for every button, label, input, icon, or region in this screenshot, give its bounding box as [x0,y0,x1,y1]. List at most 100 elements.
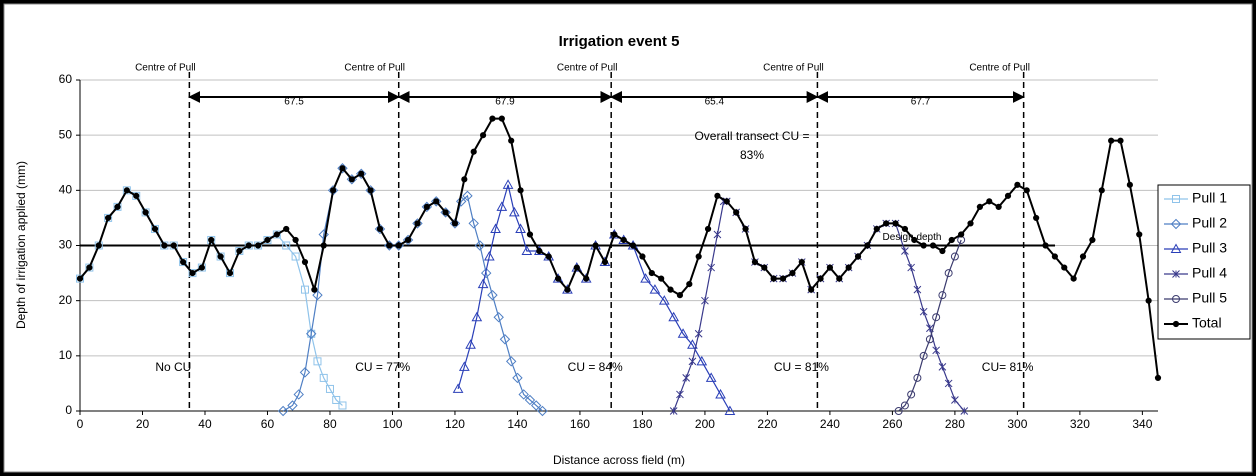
data-point [944,269,953,278]
data-point [452,383,464,393]
centre-label: Centre of Pull [969,63,1030,74]
data-point [901,247,909,255]
data-point [468,218,479,229]
legend-marker [1172,270,1180,278]
chart-frame [3,3,1253,473]
data-point [564,286,571,293]
data-point [779,275,787,282]
series-line [898,239,962,412]
data-point [573,264,580,271]
centre-label: Centre of Pull [135,63,196,74]
data-point [282,241,291,250]
y-tick-label: 30 [59,238,73,252]
data-point [883,220,890,227]
data-point [707,263,716,272]
data-point [325,384,334,393]
data-point [386,242,393,249]
data-point [592,242,599,249]
overall-cu: 83% [740,148,764,162]
data-point [508,137,515,144]
data-point [639,253,646,260]
data-point [225,269,234,278]
data-point [277,405,289,417]
data-point [489,115,496,122]
data-point [287,400,298,411]
data-point [132,191,141,200]
data-point [925,335,934,344]
data-point [291,252,300,261]
data-point [919,307,928,316]
data-point [141,208,150,217]
data-point [490,223,501,233]
x-tick-label: 0 [77,417,84,431]
cu-label: CU = 77% [355,360,410,374]
y-tick-label: 50 [59,127,73,141]
overall-cu: Overall transect CU = [694,129,809,143]
data-point [338,401,347,410]
data-point [676,292,684,299]
data-point [1089,236,1096,244]
data-point [142,209,149,216]
data-point [1070,275,1077,282]
data-point [479,132,487,139]
data-point [920,242,927,249]
data-point [1004,192,1012,199]
data-point [356,168,367,179]
data-point [1061,264,1068,271]
data-point [358,170,365,177]
data-point [329,187,337,194]
data-point [944,379,953,388]
data-point [517,187,524,194]
x-tick-label: 200 [695,417,715,431]
data-point [894,407,903,415]
data-point [431,196,442,207]
legend-marker [1172,195,1180,203]
data-point [524,394,536,406]
data-point [686,281,693,288]
data-point [449,218,461,229]
spacing-label: 67.5 [284,97,304,108]
data-point [85,263,94,272]
data-point [536,247,543,255]
x-tick-label: 280 [945,417,965,431]
data-point [938,291,947,300]
data-point [545,253,552,260]
x-tick-label: 260 [882,417,902,431]
legend-marker [1172,320,1180,328]
data-point [300,285,309,294]
data-point [808,286,815,293]
data-point [150,224,159,233]
data-point [402,234,414,246]
data-point [114,203,121,210]
data-point [733,209,740,216]
data-point [907,390,916,399]
data-point [1023,187,1030,194]
data-point [319,373,328,382]
data-point [1051,253,1058,260]
data-point [216,252,225,261]
data-point [526,231,534,238]
spacing-label: 67.7 [911,97,931,108]
data-point [365,185,376,196]
data-point [723,198,730,205]
legend-marker [1170,218,1182,230]
data-point [374,223,386,235]
data-point [76,274,84,283]
data-point [1098,187,1105,194]
cu-label: CU = 81% [774,360,829,374]
data-point [951,396,959,404]
data-point [348,176,355,183]
data-point [845,264,852,271]
data-point [498,115,505,122]
x-tick-label: 20 [136,417,150,431]
data-point [180,258,187,266]
y-axis-label: Depth of irrigation applied (mm) [14,161,28,329]
data-point [892,220,899,227]
cu-label: CU= 81% [982,360,1034,374]
y-tick-label: 10 [59,348,73,362]
data-point [433,198,440,205]
data-point [515,223,526,233]
data-point [938,363,947,371]
data-point [480,267,492,279]
